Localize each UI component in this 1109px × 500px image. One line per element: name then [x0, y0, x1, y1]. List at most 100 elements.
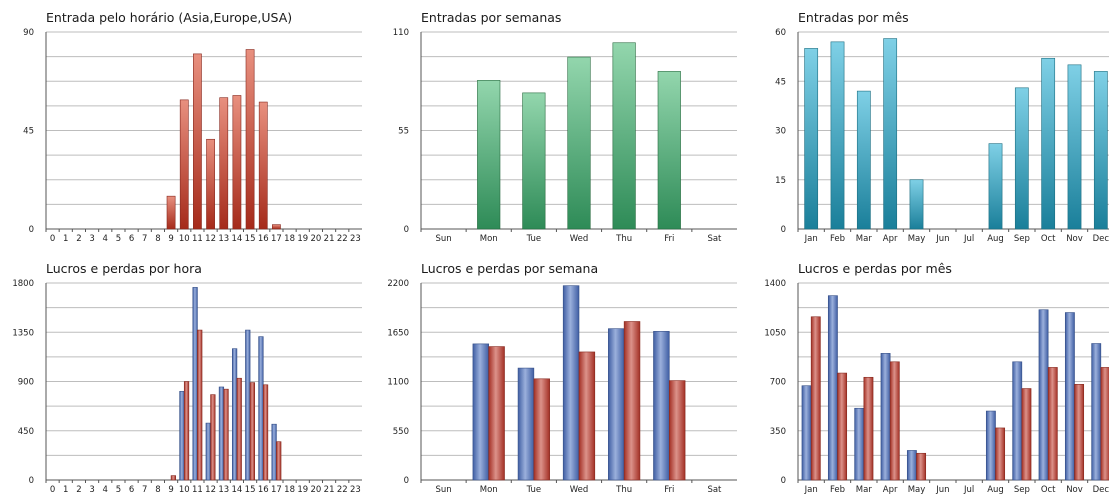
x-tick-label: Mar	[856, 485, 873, 495]
bar	[488, 346, 505, 481]
chart-weekly-profit-loss: Lucros e perdas por semana 0 550 1100 1650 22…	[385, 253, 745, 498]
y-tick-label: 450	[18, 427, 34, 437]
x-tick-label: 8	[155, 485, 160, 495]
chart-svg: Lucros e perdas por semana 0 550 1100 1650 22…	[387, 261, 737, 495]
chart-svg: Entrada pelo horário (Asia,Europe,USA) 0 4…	[23, 10, 362, 244]
x-tick-label: Wed	[570, 485, 589, 495]
bar	[1093, 71, 1108, 230]
x-tick-label: Jul	[963, 485, 974, 495]
bar	[1014, 87, 1029, 230]
bar	[1074, 384, 1085, 481]
y-tick-label: 15	[775, 176, 786, 186]
y-tick-label: 55	[398, 127, 409, 137]
chart-monthly-entries: Entradas por mês 0 15 30 45 60 Jan Feb Mar Apr May…	[762, 2, 1109, 247]
y-tick-label: 1650	[387, 328, 409, 338]
y-tick-label: 90	[23, 28, 34, 38]
x-tick-label: May	[908, 485, 926, 495]
bar	[236, 377, 242, 481]
bar	[219, 97, 229, 230]
x-tick-label: Aug	[987, 485, 1004, 495]
x-tick-label: Jun	[935, 485, 949, 495]
x-tick-label: Thu	[615, 485, 632, 495]
bar	[533, 378, 550, 481]
bar	[988, 143, 1003, 230]
x-tick-label: 12	[205, 234, 216, 244]
x-tick-label: Aug	[987, 234, 1004, 244]
x-tick-label: Jul	[963, 234, 974, 244]
bar	[837, 372, 848, 481]
x-tick-label: Oct	[1041, 234, 1056, 244]
y-tick-label: 0	[404, 225, 409, 235]
x-tick-label: 22	[337, 234, 348, 244]
x-tick-label: 23	[350, 234, 361, 244]
chart-title: Entradas por semanas	[421, 10, 561, 25]
x-tick-label: 23	[350, 485, 361, 495]
bar	[210, 394, 216, 481]
x-tick-label: 18	[284, 485, 295, 495]
x-tick-label: 20	[311, 234, 322, 244]
x-tick-label: Mon	[480, 485, 498, 495]
x-tick-label: 10	[179, 234, 190, 244]
x-tick-label: 20	[311, 485, 322, 495]
y-tick-label: 900	[18, 378, 34, 388]
x-tick-label: Sun	[435, 485, 451, 495]
chart-title: Lucros e perdas por hora	[46, 261, 202, 276]
bar	[205, 422, 211, 481]
bar	[192, 287, 198, 481]
x-tick-label: Sat	[707, 234, 722, 244]
x-tick-label: Mar	[856, 234, 873, 244]
chart-title: Lucros e perdas por semana	[421, 261, 598, 276]
bar	[179, 99, 189, 230]
bar	[1064, 312, 1075, 481]
x-tick-label: 6	[129, 485, 134, 495]
bar	[262, 384, 269, 481]
x-tick-label: May	[908, 234, 926, 244]
chart-monthly-profit-loss: Lucros e perdas por mês 0 350 700 1050 1400 Ja…	[762, 253, 1109, 498]
bar	[889, 361, 900, 481]
x-tick-label: 11	[192, 234, 203, 244]
bar	[883, 38, 898, 230]
bar	[880, 353, 891, 481]
x-tick-label: Nov	[1066, 234, 1083, 244]
bar	[276, 441, 282, 481]
chart-hourly-profit-loss: Lucros e perdas por hora 0 450 900 1350 1800 0…	[10, 253, 370, 498]
bar	[232, 348, 238, 481]
x-tick-label: 16	[258, 485, 269, 495]
bar	[906, 450, 917, 481]
y-tick-label: 1050	[764, 328, 786, 338]
x-tick-label: Dec	[1093, 485, 1109, 495]
x-tick-label: Sep	[1014, 234, 1030, 244]
bar	[916, 452, 927, 481]
x-tick-label: Dec	[1093, 234, 1109, 244]
y-tick-label: 1350	[12, 328, 34, 338]
x-tick-label: 5	[116, 234, 121, 244]
chart-title: Entradas por mês	[798, 10, 909, 25]
x-tick-label: 4	[103, 234, 108, 244]
x-tick-label: Mon	[480, 234, 498, 244]
bar	[193, 53, 202, 230]
chart-svg: Lucros e perdas por hora 0 450 900 1350 1800 0…	[12, 261, 362, 495]
x-tick-label: 21	[324, 485, 335, 495]
x-tick-label: 21	[324, 234, 335, 244]
bar	[472, 343, 490, 481]
bar	[218, 386, 225, 481]
bar	[249, 382, 255, 481]
bar	[1067, 64, 1082, 230]
x-tick-label: 19	[297, 485, 308, 495]
y-tick-label: 45	[23, 127, 34, 137]
bar	[206, 138, 215, 230]
y-tick-label: 0	[404, 476, 409, 486]
bar	[232, 95, 242, 230]
x-tick-label: Fri	[664, 485, 674, 495]
chart-hourly-entries: Entrada pelo horário (Asia,Europe,USA) 0 4…	[10, 2, 370, 247]
x-tick-label: 15	[245, 234, 256, 244]
bar	[477, 80, 501, 230]
x-tick-label: 16	[258, 234, 269, 244]
bar	[517, 367, 535, 481]
x-tick-label: 15	[245, 485, 256, 495]
bar	[1012, 361, 1023, 481]
bar	[801, 385, 812, 481]
x-tick-label: 0	[50, 485, 55, 495]
bar	[1091, 343, 1102, 481]
bar	[854, 407, 865, 481]
